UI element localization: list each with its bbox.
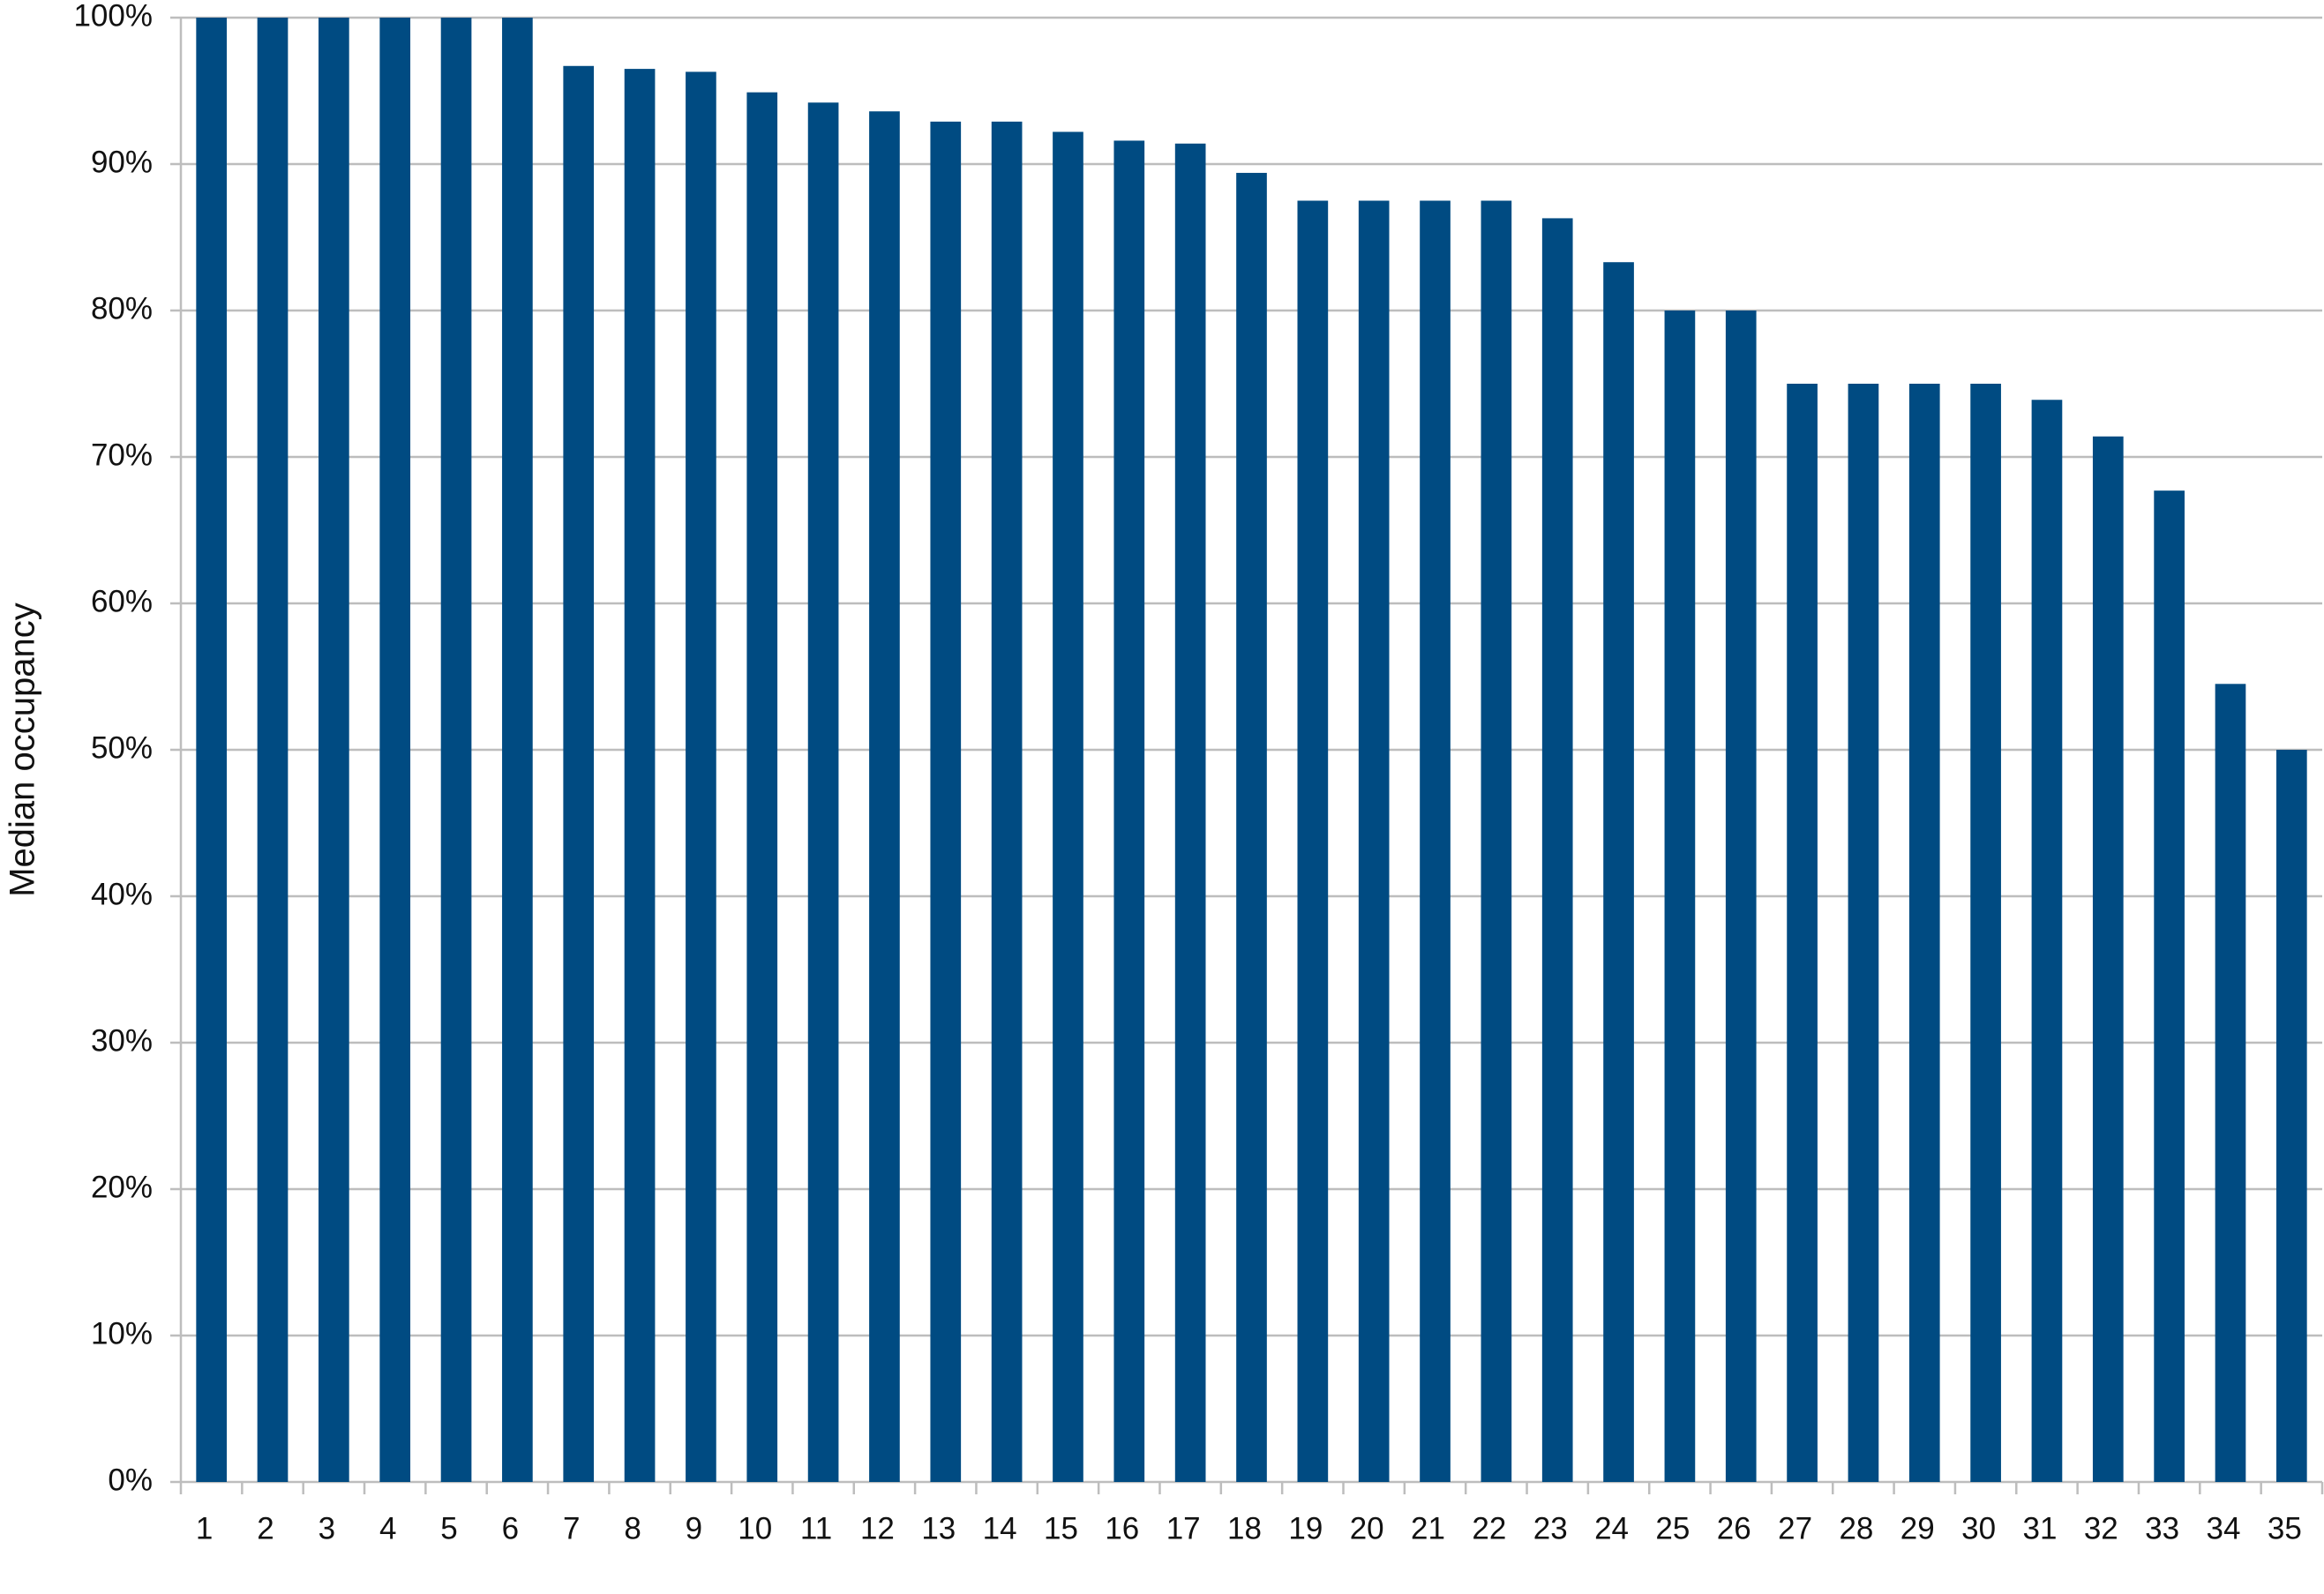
x-tick-label: 27 bbox=[1778, 1511, 1812, 1545]
x-tick-label: 7 bbox=[563, 1511, 580, 1545]
x-tick-label: 30 bbox=[1961, 1511, 1996, 1545]
bar bbox=[1848, 384, 1879, 1482]
bar bbox=[624, 69, 656, 1483]
bar bbox=[257, 18, 289, 1482]
bar bbox=[1420, 200, 1451, 1482]
x-tick-label: 11 bbox=[800, 1511, 832, 1545]
y-tick-label: 60% bbox=[91, 584, 153, 618]
x-tick-label: 31 bbox=[2022, 1511, 2057, 1545]
bar bbox=[440, 18, 472, 1482]
y-tick-label: 20% bbox=[91, 1170, 153, 1204]
bar bbox=[1603, 262, 1634, 1483]
x-tick-label: 26 bbox=[1717, 1511, 1751, 1545]
y-tick-label: 90% bbox=[91, 145, 153, 179]
x-tick-label: 17 bbox=[1166, 1511, 1201, 1545]
x-tick-label: 23 bbox=[1533, 1511, 1568, 1545]
bar bbox=[869, 111, 900, 1483]
x-tick-label: 4 bbox=[379, 1511, 396, 1545]
bar bbox=[1481, 200, 1512, 1482]
x-tick-label: 22 bbox=[1472, 1511, 1506, 1545]
x-tick-label: 32 bbox=[2084, 1511, 2118, 1545]
bar bbox=[563, 65, 595, 1482]
bar bbox=[1541, 218, 1573, 1482]
x-tick-label: 18 bbox=[1227, 1511, 1262, 1545]
bar bbox=[2092, 436, 2124, 1482]
x-tick-label: 29 bbox=[1900, 1511, 1935, 1545]
bar bbox=[502, 18, 533, 1482]
bar bbox=[1053, 131, 1083, 1483]
x-tick-label: 1 bbox=[196, 1511, 213, 1545]
x-tick-label: 2 bbox=[257, 1511, 274, 1545]
bar bbox=[2275, 750, 2307, 1482]
bar bbox=[1113, 140, 1145, 1483]
x-tick-label: 24 bbox=[1594, 1511, 1629, 1545]
x-tick-label: 20 bbox=[1350, 1511, 1384, 1545]
x-tick-label: 25 bbox=[1655, 1511, 1690, 1545]
x-tick-label: 6 bbox=[502, 1511, 519, 1545]
x-tick-label: 8 bbox=[624, 1511, 641, 1545]
bar bbox=[1358, 200, 1390, 1482]
bar bbox=[1787, 384, 1818, 1482]
y-tick-label: 0% bbox=[108, 1463, 153, 1497]
bar bbox=[319, 18, 349, 1482]
bar bbox=[2031, 400, 2063, 1482]
bar bbox=[2215, 684, 2246, 1482]
x-tick-label: 9 bbox=[686, 1511, 702, 1545]
y-tick-label: 80% bbox=[91, 291, 153, 326]
x-tick-label: 14 bbox=[983, 1511, 1017, 1545]
y-tick-label: 30% bbox=[91, 1023, 153, 1058]
y-tick-label: 50% bbox=[91, 730, 153, 765]
x-tick-label: 12 bbox=[860, 1511, 895, 1545]
x-tick-label: 34 bbox=[2207, 1511, 2241, 1545]
bar bbox=[807, 102, 839, 1482]
bar bbox=[746, 92, 778, 1482]
x-tick-label: 13 bbox=[921, 1511, 956, 1545]
y-tick-label: 100% bbox=[73, 0, 153, 33]
y-tick-label: 70% bbox=[91, 438, 153, 472]
bar bbox=[196, 18, 228, 1482]
bar bbox=[2154, 490, 2185, 1483]
bar bbox=[991, 121, 1023, 1483]
bar bbox=[686, 71, 716, 1482]
bar bbox=[1236, 172, 1267, 1483]
x-tick-label: 15 bbox=[1044, 1511, 1078, 1545]
x-tick-label: 21 bbox=[1411, 1511, 1445, 1545]
bar bbox=[1664, 311, 1696, 1482]
bar bbox=[379, 18, 411, 1482]
y-axis-label: Median occupancy bbox=[4, 602, 42, 897]
y-tick-label: 40% bbox=[91, 877, 153, 911]
x-tick-label: 3 bbox=[319, 1511, 335, 1545]
bar bbox=[1297, 200, 1329, 1482]
bar bbox=[1970, 384, 2001, 1482]
y-tick-label: 10% bbox=[91, 1316, 153, 1351]
x-tick-label: 35 bbox=[2268, 1511, 2302, 1545]
bar bbox=[1174, 143, 1206, 1482]
bar bbox=[1908, 384, 1940, 1482]
x-tick-label: 33 bbox=[2145, 1511, 2179, 1545]
x-tick-label: 16 bbox=[1105, 1511, 1139, 1545]
x-tick-label: 5 bbox=[440, 1511, 457, 1545]
x-tick-label: 28 bbox=[1839, 1511, 1873, 1545]
bar bbox=[930, 121, 962, 1483]
bar bbox=[1725, 311, 1757, 1482]
x-tick-label: 19 bbox=[1288, 1511, 1323, 1545]
x-tick-label: 10 bbox=[738, 1511, 772, 1545]
